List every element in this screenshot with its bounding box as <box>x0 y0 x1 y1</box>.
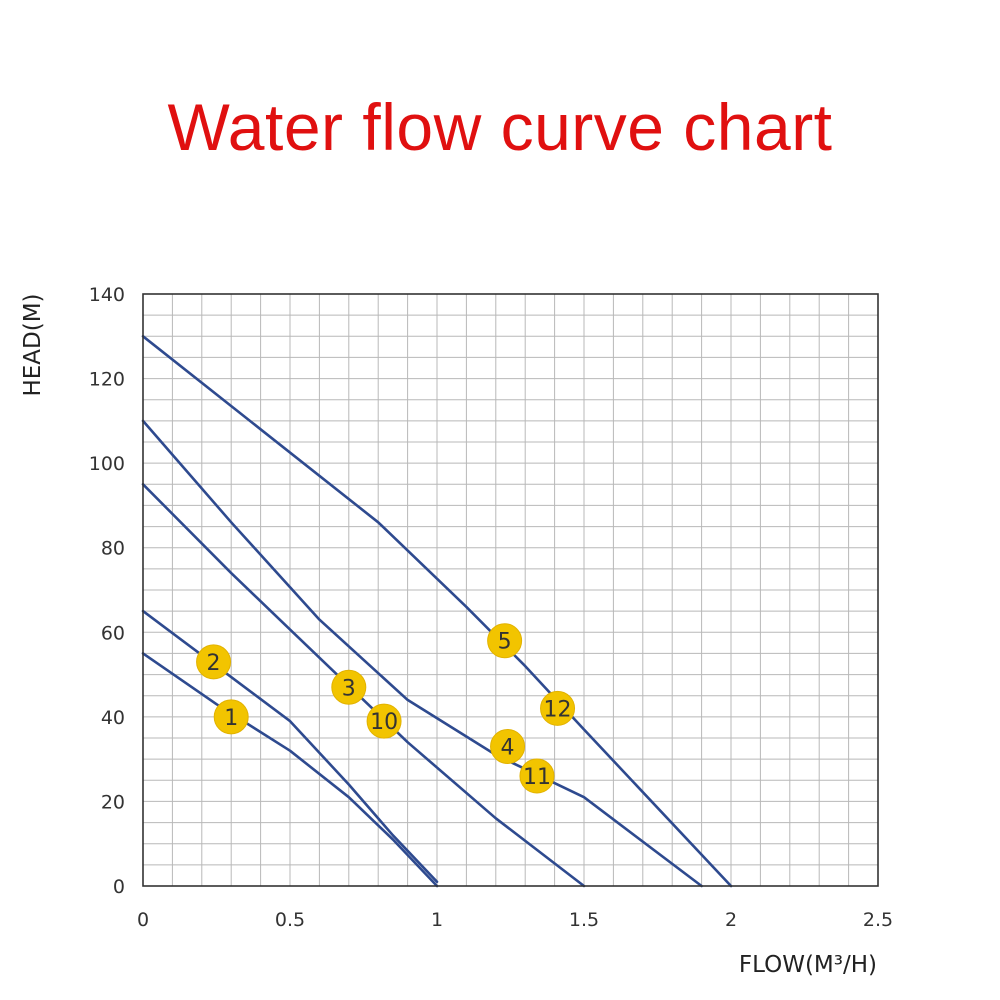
y-tick-label: 0 <box>113 876 125 898</box>
y-tick-label: 140 <box>89 284 125 306</box>
pump-curve <box>141 419 703 888</box>
page-title: Water flow curve chart <box>167 90 833 164</box>
plot-frame <box>142 293 879 887</box>
y-axis-label: HEAD(M) <box>20 293 46 396</box>
curve-marker <box>331 669 367 705</box>
curve-marker-label: 11 <box>523 765 551 790</box>
y-tick-label: 80 <box>101 538 125 560</box>
x-axis-label: FLOW(M³/H) <box>739 952 877 978</box>
y-tick-label: 100 <box>89 453 125 475</box>
curve-marker <box>519 758 555 794</box>
curve-marker <box>196 644 232 680</box>
curve-marker-label: 10 <box>370 710 398 735</box>
curve-marker-label: 5 <box>498 630 512 655</box>
pump-curve <box>141 652 439 888</box>
curves <box>141 334 733 888</box>
curve-marker-label: 4 <box>501 735 515 760</box>
x-tick-label: 0.5 <box>275 909 305 931</box>
curve-marker <box>540 690 576 726</box>
x-tick-label: 1 <box>431 909 443 931</box>
pump-curve <box>141 334 733 888</box>
y-tick-label: 40 <box>101 707 125 729</box>
y-tick-label: 120 <box>89 369 125 391</box>
curve-marker-label: 12 <box>544 697 572 722</box>
axis-ticks: 0 0.5 1 1.5 2 2.5 0 20 40 60 80 100 120 140 <box>89 284 893 931</box>
y-tick-label: 20 <box>101 791 125 813</box>
x-tick-label: 0 <box>137 909 149 931</box>
curve-marker <box>487 623 523 659</box>
curve-marker-label: 1 <box>224 706 238 731</box>
curve-marker-label: 3 <box>342 676 356 701</box>
y-tick-label: 60 <box>101 622 125 644</box>
pump-curve <box>141 482 586 888</box>
grid <box>143 294 878 886</box>
x-tick-label: 2.5 <box>863 909 893 931</box>
curve-marker <box>213 699 249 735</box>
curve-marker <box>366 703 402 739</box>
x-tick-label: 2 <box>725 909 737 931</box>
curve-marker-label: 2 <box>207 651 221 676</box>
x-tick-label: 1.5 <box>569 909 599 931</box>
curve-marker <box>490 728 526 764</box>
